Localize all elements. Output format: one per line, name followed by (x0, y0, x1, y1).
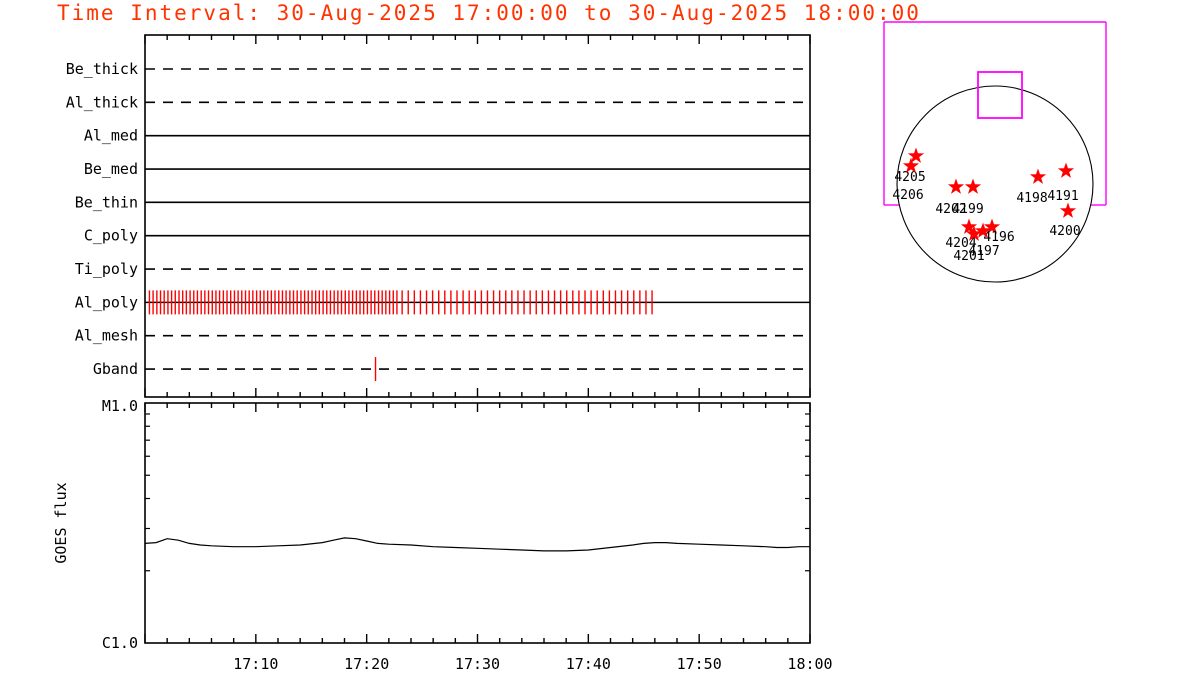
active-region-star (902, 157, 920, 173)
channel-label: Al_mesh (75, 327, 138, 345)
channel-label: Al_poly (75, 293, 138, 311)
active-region-label: 4199 (952, 202, 983, 217)
x-tick-label: 17:50 (677, 655, 722, 673)
channel-label: Be_thin (75, 193, 138, 211)
active-region-label: 4204 (945, 236, 976, 251)
channel-label: C_poly (84, 227, 138, 245)
goes-frame (144, 402, 811, 644)
active-region-label: 4200 (1049, 224, 1080, 239)
solar-disk (896, 85, 1094, 283)
y-bottom-label: C1.0 (102, 634, 138, 652)
channel-label: Ti_poly (75, 260, 138, 278)
active-region-star (947, 178, 965, 194)
active-region-label: 4202 (935, 202, 966, 217)
active-region-label: 4196 (983, 230, 1014, 245)
active-region-star (974, 222, 992, 238)
x-tick-label: 17:40 (566, 655, 611, 673)
active-region-star (965, 225, 983, 241)
x-tick-label: 17:10 (233, 655, 278, 673)
active-region-label: 4198 (1016, 191, 1047, 206)
y-axis-title: GOES flux (52, 482, 70, 563)
active-region-label: 4197 (968, 244, 999, 259)
active-region-star (964, 178, 982, 194)
xrt-timeline-panel: Be_thick Al_thick Al_med Be_med Be_thin C_pol… (66, 34, 811, 398)
active-region-star (983, 218, 1001, 234)
channel-label: Al_med (84, 127, 138, 145)
y-top-label: M1.0 (102, 397, 138, 415)
active-region-star (907, 147, 925, 163)
timeline-frame (144, 34, 811, 398)
goes-panel: M1.0 C1.0 GOES flux 17:10 17:20 17:30 17:40 17:… (52, 397, 833, 673)
channel-label: Be_med (84, 160, 138, 178)
channel-label: Be_thick (66, 60, 138, 78)
goes-flux-curve (144, 537, 810, 552)
active-region-label: 4205 (894, 170, 925, 185)
x-tick-label: 17:30 (455, 655, 500, 673)
channel-label: Al_thick (66, 93, 138, 111)
page-title: Time Interval: 30-Aug-2025 17:00:00 to 3… (57, 1, 921, 25)
active-region-star (960, 218, 978, 234)
active-region-star (1057, 162, 1075, 178)
active-region-star (1029, 168, 1047, 184)
active-region-label: 4201 (953, 249, 984, 264)
active-region-label: 4191 (1047, 189, 1078, 204)
x-tick-label: 18:00 (787, 655, 832, 673)
x-tick-label: 17:20 (344, 655, 389, 673)
channel-label: Gband (93, 360, 138, 378)
fov-box (977, 71, 1023, 119)
active-region-star (1059, 202, 1077, 218)
active-region-label: 4206 (892, 188, 923, 203)
